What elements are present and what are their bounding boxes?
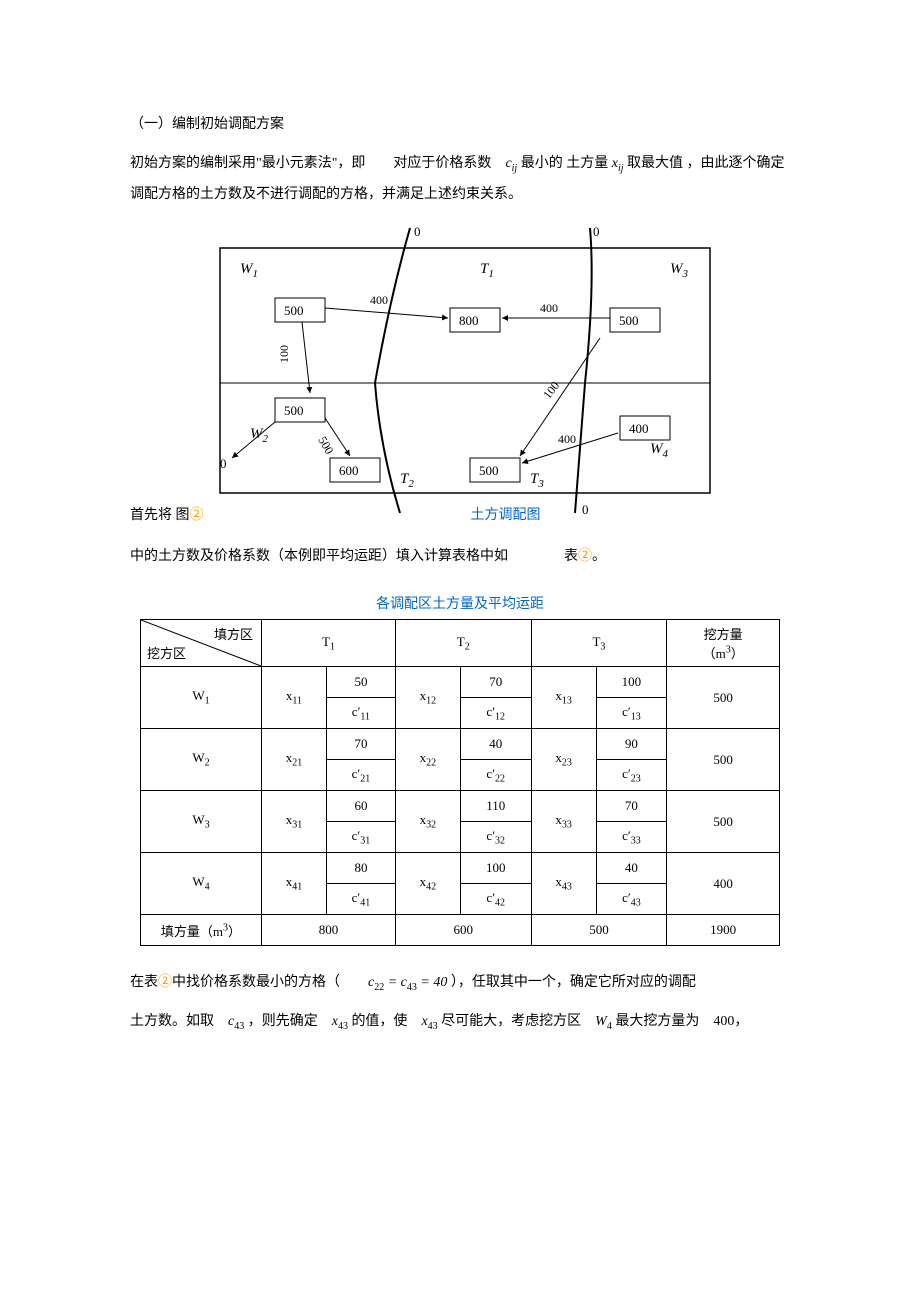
svg-text:0: 0 xyxy=(582,502,589,517)
table-row: W2 x21 70 x22 40 x23 90 500 xyxy=(141,729,780,760)
table-title: 各调配区土方量及平均运距 xyxy=(130,593,790,613)
circled-2-icon: ② xyxy=(578,549,592,564)
svg-text:400: 400 xyxy=(540,301,558,315)
svg-text:500: 500 xyxy=(315,434,336,457)
circled-2-icon: ② xyxy=(190,508,204,523)
svg-text:W3: W3 xyxy=(670,261,689,280)
table-row: W4 x41 80 x42 100 x43 40 400 xyxy=(141,853,780,884)
table-row: 填方区 挖方区 T1 T2 T3 挖方量（m3） xyxy=(141,620,780,667)
svg-text:400: 400 xyxy=(629,421,649,436)
svg-text:T2: T2 xyxy=(400,471,414,490)
para-4: 土方数。如取 c43 ，则先确定 x43 的值，使 x43 尽可能大，考虑挖方区… xyxy=(130,1007,790,1038)
para-3: 在表②中找价格系数最小的方格（ c22 = c43 = 40 ），任取其中一个，… xyxy=(130,968,790,999)
svg-text:400: 400 xyxy=(370,293,388,307)
circled-2-icon: ② xyxy=(158,975,172,990)
svg-text:100: 100 xyxy=(277,345,291,363)
dispatch-table: 填方区 挖方区 T1 T2 T3 挖方量（m3） W1 x11 50 x12 7… xyxy=(140,619,780,946)
svg-text:0: 0 xyxy=(593,224,600,239)
para-1: 初始方案的编制采用"最小元素法"，即 对应于价格系数 cij 最小的 土方量 x… xyxy=(130,149,790,211)
svg-text:T1: T1 xyxy=(480,261,494,280)
svg-text:500: 500 xyxy=(479,463,499,478)
svg-text:W4: W4 xyxy=(650,441,669,460)
table-row: W3 x31 60 x32 110 x33 70 500 xyxy=(141,791,780,822)
svg-text:500: 500 xyxy=(619,313,639,328)
earthwork-dispatch-diagram: 0 0 0 0 W1 T1 W3 W2 T2 T3 W4 500 800 500… xyxy=(180,218,740,518)
svg-text:0: 0 xyxy=(220,456,227,471)
section-heading: （一）编制初始调配方案 xyxy=(130,110,790,141)
table-row: 填方量（m3） 800 600 500 1900 xyxy=(141,915,780,946)
para-fig-ref-line: 首先将 图② 土方调配图 xyxy=(130,500,790,530)
svg-text:500: 500 xyxy=(284,303,304,318)
svg-text:500: 500 xyxy=(284,403,304,418)
table-row: W1 x11 50 x12 70 x13 100 500 xyxy=(141,667,780,698)
para-2: 中的土方数及价格系数（本例即平均运距）填入计算表格中如 表②。 xyxy=(130,542,790,573)
svg-text:600: 600 xyxy=(339,463,359,478)
svg-text:0: 0 xyxy=(414,224,421,239)
svg-text:W1: W1 xyxy=(240,261,258,280)
svg-text:T3: T3 xyxy=(530,471,544,490)
figure-caption: 土方调配图 xyxy=(471,502,541,530)
svg-text:800: 800 xyxy=(459,313,479,328)
svg-text:400: 400 xyxy=(558,432,576,446)
